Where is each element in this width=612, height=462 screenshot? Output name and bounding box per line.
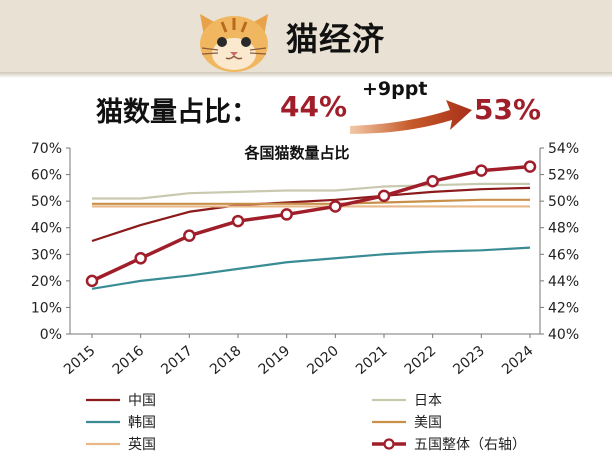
legend-label: 韩国 <box>128 415 156 431</box>
legend-label: 美国 <box>414 415 442 431</box>
y-left-tick-label: 40% <box>31 221 62 237</box>
y-right-tick-label: 40% <box>548 327 579 343</box>
series-point <box>183 229 196 242</box>
page-title: 猫经济 <box>286 20 386 58</box>
y-left-tick-label: 30% <box>31 247 62 263</box>
series-line-2 <box>91 246 531 290</box>
series-point <box>85 274 99 288</box>
series-point <box>523 160 537 173</box>
y-left-tick-label: 0% <box>40 327 62 343</box>
x-tick-label: 2021 <box>353 343 391 378</box>
y-right-tick-label: 48% <box>548 221 579 237</box>
series-line-0 <box>91 186 531 243</box>
y-left-tick-label: 60% <box>31 168 62 184</box>
series-point <box>377 189 391 203</box>
chart-title: 各国猫数量占比 <box>243 144 349 162</box>
y-left-tick-label: 70% <box>31 141 62 157</box>
cat-face-icon <box>200 14 268 72</box>
share-change: +9ppt <box>362 78 428 100</box>
series-line-1 <box>92 182 530 200</box>
x-tick-label: 2015 <box>61 343 99 378</box>
x-tick-label: 2023 <box>450 343 488 378</box>
x-tick-label: 2024 <box>499 343 537 378</box>
x-tick-label: 2016 <box>110 343 148 378</box>
y-right-tick-label: 52% <box>548 168 579 184</box>
y-left-tick-label: 20% <box>31 274 62 290</box>
y-right-tick-label: 44% <box>548 274 579 290</box>
header-shadow <box>0 72 612 78</box>
curved-arrow-icon <box>350 100 472 134</box>
legend-label: 五国整体（右轴） <box>414 437 526 453</box>
share-to-value: 53% <box>474 93 542 126</box>
series-point <box>280 208 293 221</box>
legend-label: 英国 <box>128 436 156 453</box>
x-tick-label: 2020 <box>304 343 342 378</box>
legend-label: 日本 <box>414 393 442 409</box>
series-point <box>475 164 488 177</box>
series-point <box>134 252 147 265</box>
y-left-tick-label: 10% <box>31 300 62 316</box>
y-left-tick-label: 50% <box>31 194 62 210</box>
y-right-tick-label: 54% <box>548 141 579 157</box>
series-point <box>426 174 439 188</box>
series-line-3 <box>92 198 530 205</box>
y-right-tick-label: 42% <box>548 300 579 316</box>
x-tick-label: 2018 <box>207 343 245 378</box>
legend-marker <box>383 438 395 450</box>
series-line-5 <box>91 164 531 283</box>
x-tick-label: 2022 <box>402 343 440 378</box>
y-right-tick-label: 50% <box>548 194 579 210</box>
share-from-value: 44% <box>280 90 348 123</box>
x-tick-label: 2017 <box>158 343 196 378</box>
y-right-tick-label: 46% <box>548 247 579 263</box>
header-bar <box>0 0 612 72</box>
series-point <box>231 214 245 228</box>
line-chart: 0% 10% 20% 30% 40% 50% 60% 70% 40% 42% 44% 46% 48% 50… <box>31 141 579 453</box>
x-tick-label: 2019 <box>256 343 294 378</box>
legend-label: 中国 <box>128 393 156 409</box>
share-label: 猫数量占比： <box>96 97 258 128</box>
series-point <box>329 200 342 213</box>
